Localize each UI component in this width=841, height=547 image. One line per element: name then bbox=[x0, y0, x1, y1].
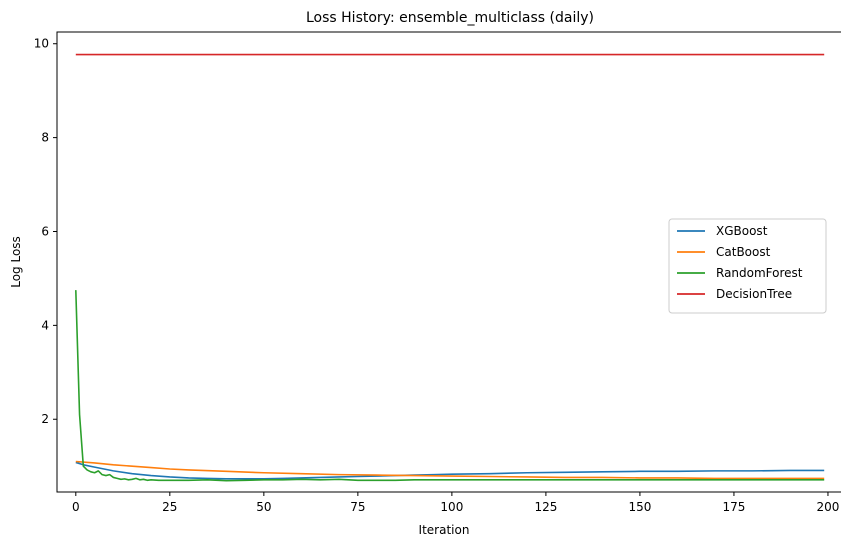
x-tick-label: 100 bbox=[440, 500, 463, 514]
y-axis-label: Log Loss bbox=[9, 236, 23, 288]
y-tick-label: 10 bbox=[34, 37, 49, 51]
plot-frame bbox=[56, 31, 841, 493]
legend: XGBoost CatBoost RandomForest DecisionTree bbox=[668, 218, 827, 314]
y-tick-label: 6 bbox=[41, 224, 49, 238]
legend-label-randomforest: RandomForest bbox=[716, 266, 803, 280]
y-tick-label: 8 bbox=[41, 131, 49, 145]
legend-label-xgboost: XGBoost bbox=[716, 224, 768, 238]
legend-label-decisiontree: DecisionTree bbox=[716, 287, 792, 301]
x-axis-label: Iteration bbox=[419, 523, 470, 537]
series-line-catboost bbox=[75, 460, 825, 480]
x-tick-label: 50 bbox=[256, 500, 271, 514]
plot-area bbox=[56, 31, 841, 493]
x-tick-label: 0 bbox=[72, 500, 80, 514]
x-tick-label: 175 bbox=[722, 500, 745, 514]
series-line-xgboost bbox=[75, 461, 825, 480]
x-tick-label: 150 bbox=[628, 500, 651, 514]
y-tick-label: 4 bbox=[41, 318, 49, 332]
y-axis: 2 4 6 8 10 bbox=[34, 37, 57, 426]
series-line-randomforest bbox=[75, 290, 825, 482]
x-tick-label: 125 bbox=[534, 500, 557, 514]
series-layer bbox=[75, 53, 825, 482]
x-tick-label: 75 bbox=[350, 500, 365, 514]
x-axis: 0 25 50 75 100 125 150 175 200 bbox=[72, 492, 839, 514]
x-tick-label: 200 bbox=[817, 500, 840, 514]
legend-box bbox=[668, 218, 827, 314]
legend-label-catboost: CatBoost bbox=[716, 245, 771, 259]
y-tick-label: 2 bbox=[41, 412, 49, 426]
chart-title: Loss History: ensemble_multiclass (daily… bbox=[306, 10, 594, 26]
x-tick-label: 25 bbox=[162, 500, 177, 514]
